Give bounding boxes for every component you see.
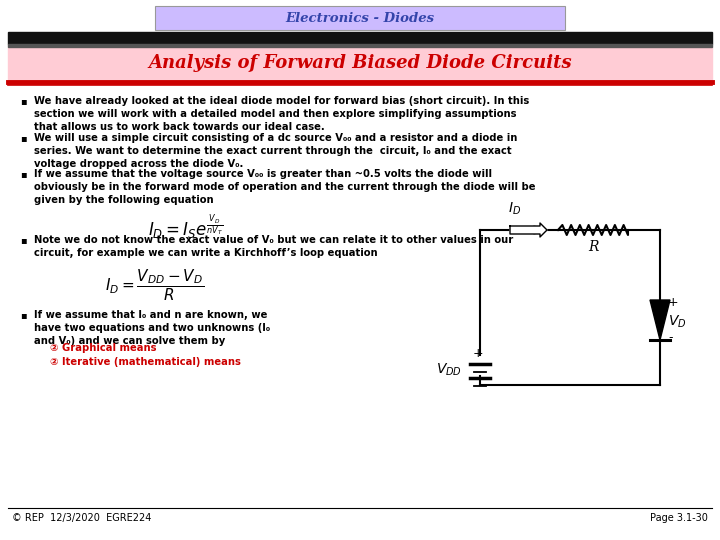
Bar <box>8 32 712 44</box>
Text: $I_D = \dfrac{V_{DD} - V_D}{R}$: $I_D = \dfrac{V_{DD} - V_D}{R}$ <box>105 268 204 303</box>
Text: +: + <box>668 295 679 308</box>
Text: +: + <box>473 347 483 360</box>
Text: R: R <box>588 240 598 254</box>
Text: Page 3.1-30: Page 3.1-30 <box>650 513 708 523</box>
Text: Note we do not know the exact value of V₀ but we can relate it to other values i: Note we do not know the exact value of V… <box>34 235 513 258</box>
Polygon shape <box>650 300 670 340</box>
Text: ② Iterative (mathematical) means: ② Iterative (mathematical) means <box>50 357 241 367</box>
Bar <box>8 47 712 80</box>
Text: $V_D$: $V_D$ <box>668 314 687 330</box>
Text: $I_D = I_S e^{\frac{V_D}{nV_T}}$: $I_D = I_S e^{\frac{V_D}{nV_T}}$ <box>148 214 223 242</box>
Text: -: - <box>668 332 672 345</box>
Text: © REP  12/3/2020  EGRE224: © REP 12/3/2020 EGRE224 <box>12 513 151 523</box>
Text: We will use a simple circuit consisting of a dc source V₀₀ and a resistor and a : We will use a simple circuit consisting … <box>34 133 518 168</box>
Polygon shape <box>510 223 547 237</box>
Text: We have already looked at the ideal diode model for forward bias (short circuit): We have already looked at the ideal diod… <box>34 96 529 132</box>
Bar <box>8 44 712 47</box>
Text: If we assume that the voltage source V₀₀ is greater than ~0.5 volts the diode wi: If we assume that the voltage source V₀₀… <box>34 169 536 205</box>
Text: ▪: ▪ <box>20 96 27 106</box>
Text: Electronics - Diodes: Electronics - Diodes <box>285 11 435 24</box>
FancyBboxPatch shape <box>155 6 565 30</box>
Text: ▪: ▪ <box>20 235 27 245</box>
Text: ▪: ▪ <box>20 169 27 179</box>
Text: ▪: ▪ <box>20 310 27 320</box>
Text: $V_{DD}$: $V_{DD}$ <box>436 362 462 378</box>
Text: Analysis of Forward Biased Diode Circuits: Analysis of Forward Biased Diode Circuit… <box>148 54 572 72</box>
Text: ② Graphical means: ② Graphical means <box>50 343 156 353</box>
Text: ▪: ▪ <box>20 133 27 143</box>
Text: $I_D$: $I_D$ <box>508 200 521 217</box>
Text: If we assume that I₀ and n are known, we
have two equations and two unknowns (I₀: If we assume that I₀ and n are known, we… <box>34 310 270 346</box>
